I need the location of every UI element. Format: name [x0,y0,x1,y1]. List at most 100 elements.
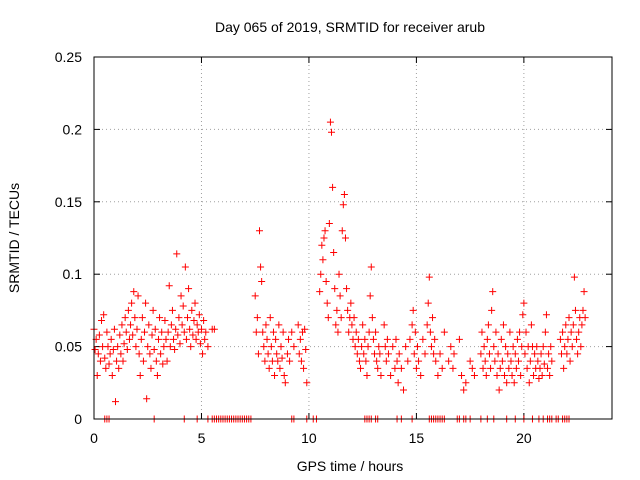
data-point [175,314,183,322]
data-point [499,321,507,329]
data-point [261,357,269,365]
data-point [411,328,419,336]
data-point [515,357,523,365]
data-point [146,350,154,358]
y-tick-label: 0.15 [55,194,82,210]
data-point [251,292,259,300]
data-point [431,335,439,343]
data-point [328,128,336,136]
data-point [350,314,358,322]
data-point [573,335,581,343]
data-point [105,360,113,368]
data-point [460,386,468,394]
data-point [577,343,585,351]
data-point [295,350,303,358]
data-point [438,364,446,372]
data-point [541,328,549,336]
data-point [321,227,329,235]
data-point [283,350,291,358]
data-point [267,343,275,351]
data-point [548,357,556,365]
data-point [358,343,366,351]
data-point [286,357,294,365]
data-point [380,321,388,329]
data-point [109,345,117,353]
data-point [193,321,201,329]
data-point [579,306,587,314]
data-point [139,357,147,365]
data-point [381,343,389,351]
data-point [330,248,338,256]
data-point [525,379,533,387]
data-point [195,311,203,319]
data-point [394,379,402,387]
data-point [296,335,304,343]
data-point [556,335,564,343]
data-point [276,364,284,372]
data-point [489,288,497,296]
data-point [115,364,123,372]
data-point [191,299,199,307]
data-point [135,350,143,358]
data-point [365,328,373,336]
data-point [527,321,535,329]
data-point [415,357,423,365]
data-point [185,285,193,293]
data-point [110,325,118,333]
data-point [336,292,344,300]
data-point [535,374,543,382]
data-point [332,321,340,329]
data-point [260,343,268,351]
data-point [114,343,122,351]
data-point [495,386,503,394]
y-axis-label: SRMTID / TECUs [6,183,22,293]
data-point [382,357,390,365]
data-point [511,350,519,358]
data-point [377,372,385,380]
data-point [290,343,298,351]
data-point [351,343,359,351]
data-point [152,357,160,365]
data-point [570,273,578,281]
data-point [477,350,485,358]
data-point [359,321,367,329]
data-point [254,350,262,358]
data-point [269,328,277,336]
data-point [144,343,152,351]
data-point [427,343,435,351]
y-tick-label: 0.05 [55,339,82,355]
data-point [334,328,342,336]
data-point [300,364,308,372]
data-point [122,328,130,336]
data-point [170,335,178,343]
data-point [340,191,348,199]
data-point [468,364,476,372]
data-point [142,299,150,307]
data-point [402,343,410,351]
data-point [423,321,431,329]
data-point [400,386,408,394]
data-point [520,299,528,307]
data-point [137,335,145,343]
data-point [376,350,384,358]
data-point [410,350,418,358]
data-point [363,372,371,380]
data-point [450,350,458,358]
data-point [434,372,442,380]
data-point [419,335,427,343]
data-point [91,345,99,353]
data-point [196,340,204,348]
data-point [123,345,131,353]
data-point [316,288,324,296]
data-point [417,372,425,380]
data-point [162,335,170,343]
data-point [425,273,433,281]
data-point [392,335,400,343]
data-point [101,354,109,362]
data-point [285,335,293,343]
data-point [406,335,414,343]
data-point [94,350,102,358]
data-point [578,321,586,329]
data-point [368,314,376,322]
